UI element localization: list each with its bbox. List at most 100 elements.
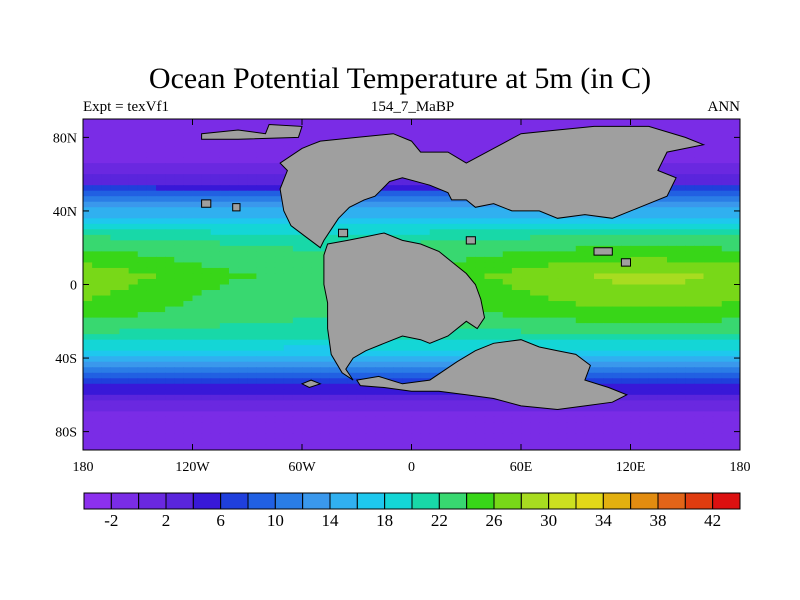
temperature-cell [630, 339, 641, 346]
temperature-cell [146, 345, 157, 352]
temperature-cell [256, 416, 267, 424]
temperature-cell [566, 405, 577, 412]
temperature-cell [612, 383, 622, 390]
temperature-cell [694, 256, 705, 264]
temperature-cell [156, 212, 166, 219]
temperature-cell [667, 323, 677, 330]
temperature-cell [420, 218, 431, 225]
temperature-cell [548, 240, 559, 247]
temperature-cell [128, 317, 139, 324]
temperature-cell [712, 218, 723, 225]
temperature-cell [703, 119, 714, 126]
temperature-cell [676, 207, 686, 214]
temperature-cell [703, 394, 714, 401]
temperature-cell [548, 317, 559, 324]
temperature-cell [639, 356, 650, 363]
temperature-cell [165, 157, 175, 164]
temperature-cell [256, 356, 267, 363]
temperature-cell [192, 218, 203, 225]
temperature-cell [183, 312, 194, 319]
temperature-cell [201, 394, 212, 401]
temperature-cell [703, 251, 714, 258]
temperature-cell [630, 218, 641, 225]
temperature-cell [338, 400, 349, 407]
temperature-cell [256, 372, 267, 379]
temperature-cell [730, 411, 740, 418]
temperature-cell [238, 174, 248, 181]
temperature-cell [648, 339, 659, 346]
temperature-cell [101, 323, 111, 330]
temperature-cell [721, 284, 732, 291]
temperature-cell [721, 427, 732, 435]
temperature-cell [575, 223, 586, 230]
temperature-cell [156, 223, 166, 230]
temperature-cell [92, 411, 102, 418]
temperature-cell [219, 229, 230, 236]
temperature-cell [201, 163, 212, 170]
temperature-cell [511, 427, 522, 435]
temperature-cell [137, 157, 148, 164]
temperature-cell [603, 301, 613, 308]
temperature-cell [703, 256, 714, 264]
temperature-cell [338, 372, 349, 379]
temperature-cell [676, 168, 686, 175]
temperature-cell [101, 411, 111, 418]
temperature-cell [575, 278, 586, 286]
temperature-cell [365, 361, 376, 368]
temperature-cell [639, 312, 650, 319]
temperature-cell [721, 312, 732, 319]
temperature-cell [302, 422, 312, 429]
temperature-cell [119, 240, 130, 247]
temperature-cell [92, 290, 102, 297]
temperature-cell [685, 124, 695, 131]
temperature-cell [92, 256, 102, 264]
y-tick-label: 40N [53, 205, 77, 220]
temperature-cell [192, 256, 203, 264]
temperature-cell [201, 361, 212, 368]
temperature-cell [101, 234, 111, 241]
temperature-cell [265, 273, 276, 280]
temperature-cell [448, 444, 458, 450]
temperature-cell [347, 411, 358, 418]
temperature-cell [475, 245, 486, 252]
temperature-cell [283, 350, 294, 357]
temperature-cell [530, 405, 540, 412]
temperature-cell [247, 400, 257, 407]
temperature-cell [466, 207, 476, 214]
temperature-cell [210, 240, 221, 247]
temperature-cell [621, 411, 632, 418]
temperature-cell [521, 295, 531, 302]
temperature-cell [192, 350, 203, 357]
temperature-cell [110, 218, 121, 225]
temperature-cell [502, 278, 513, 286]
temperature-cell [393, 130, 403, 137]
temperature-cell [338, 405, 349, 412]
temperature-cell [721, 130, 732, 137]
temperature-cell [110, 262, 121, 269]
temperature-cell [183, 124, 194, 131]
temperature-cell [393, 229, 403, 236]
temperature-cell [521, 306, 531, 313]
temperature-cell [210, 212, 221, 219]
temperature-cell [475, 267, 486, 275]
temperature-cell [667, 356, 677, 363]
temperature-cell [256, 174, 267, 181]
temperature-cell [174, 378, 184, 385]
temperature-cell [676, 444, 686, 450]
temperature-cell [584, 328, 595, 335]
temperature-cell [667, 295, 677, 302]
temperature-cell [238, 168, 248, 175]
temperature-cell [621, 328, 632, 335]
temperature-cell [265, 405, 276, 412]
temperature-cell [721, 119, 732, 126]
temperature-cell [502, 284, 513, 291]
temperature-cell [92, 334, 102, 341]
temperature-cell [311, 405, 321, 412]
temperature-cell [229, 345, 239, 352]
temperature-cell [156, 295, 166, 302]
temperature-cell [721, 256, 732, 264]
temperature-cell [648, 256, 659, 264]
temperature-cell [448, 256, 458, 264]
temperature-cell [466, 256, 476, 264]
temperature-cell [192, 130, 203, 137]
